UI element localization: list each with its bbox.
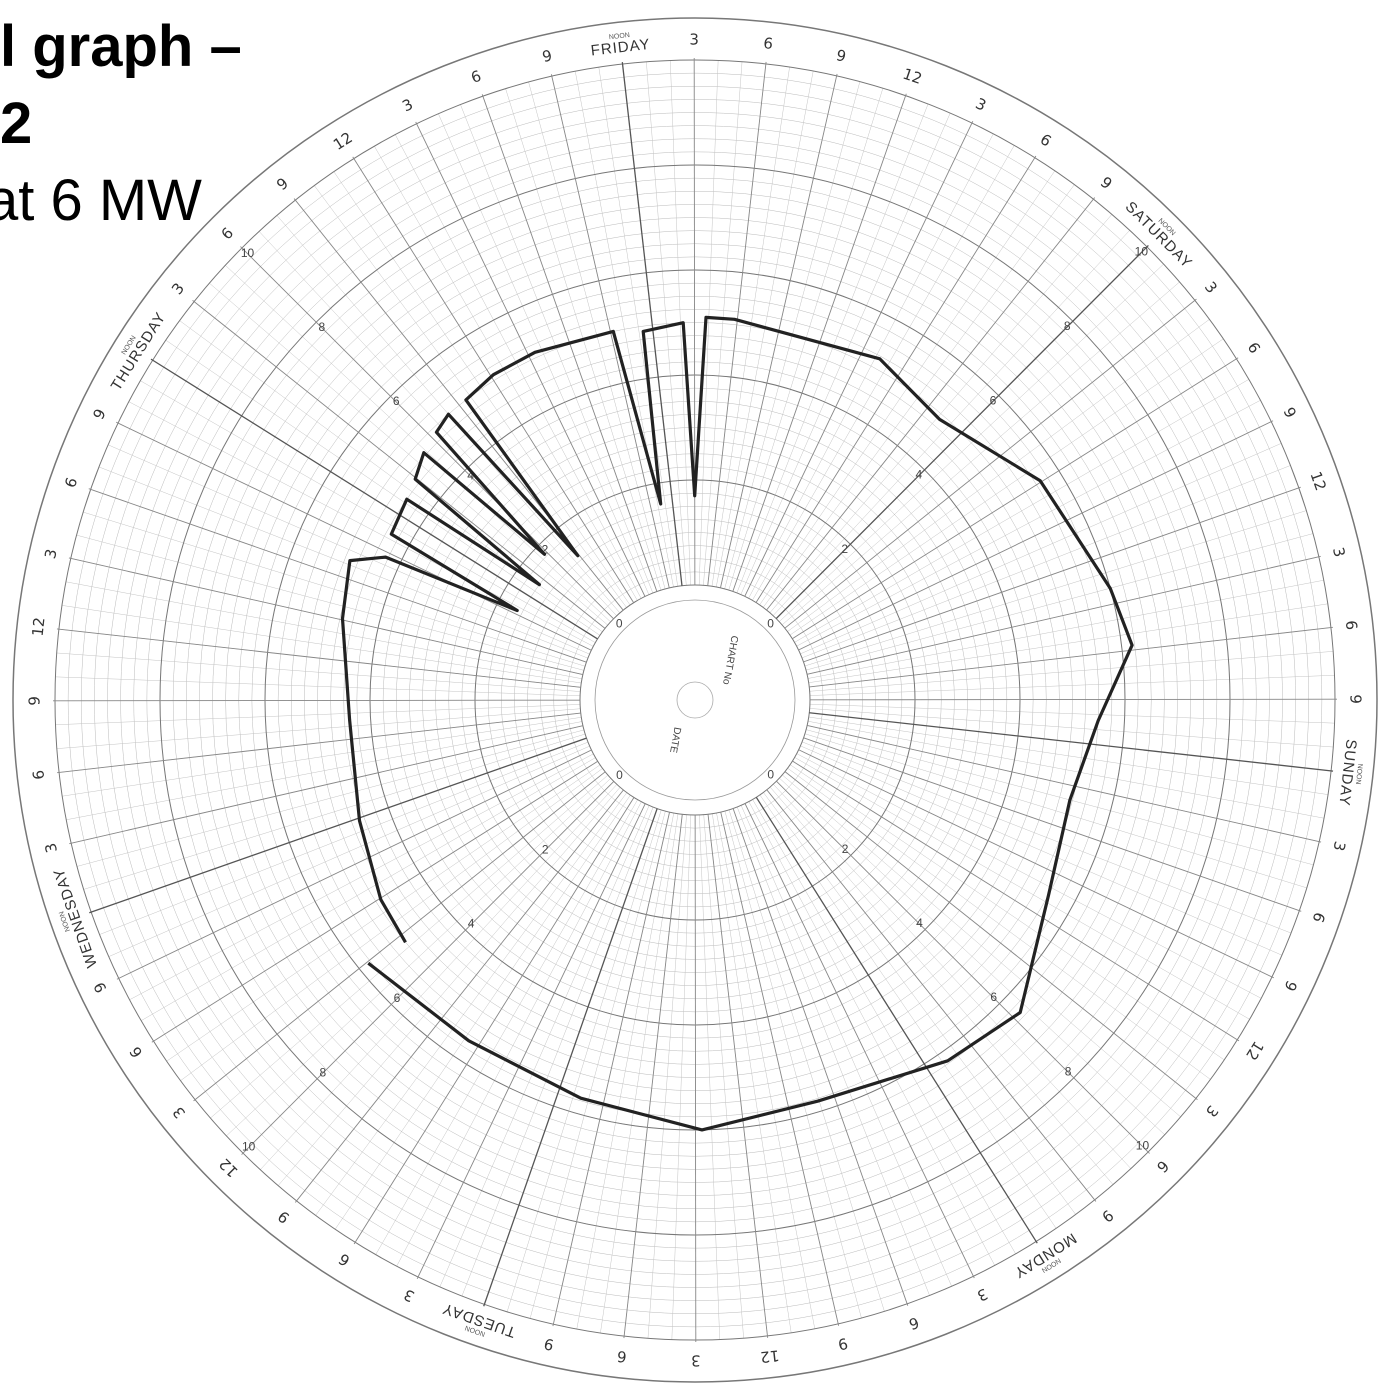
title-line: 2 [0, 91, 32, 156]
hub [595, 600, 795, 800]
y-tick-label: 6 [990, 990, 997, 1004]
y-tick-label: 0 [616, 617, 623, 631]
x-tick-label: 6 [616, 1347, 627, 1366]
y-tick-label: 4 [916, 916, 923, 930]
y-tick-label: 0 [767, 616, 774, 630]
y-tick-label: 4 [916, 468, 923, 482]
y-tick-label: 6 [990, 393, 997, 407]
y-tick-label: 10 [242, 1140, 256, 1154]
y-tick-label: 10 [1135, 245, 1149, 259]
y-tick-label: 0 [616, 768, 623, 782]
y-tick-label: 0 [767, 768, 774, 782]
title-line: l graph – [0, 14, 242, 79]
x-tick-label: 12 [759, 1346, 780, 1366]
y-tick-label: 10 [241, 246, 255, 260]
y-tick-label: 10 [1136, 1139, 1150, 1153]
x-tick-label: 3 [691, 1351, 701, 1369]
x-tick-label: 3 [689, 30, 699, 48]
subtitle: at 6 MW [0, 168, 202, 233]
y-tick-label: 4 [468, 917, 475, 931]
chart: 0000222244446666888810101010369123693691… [0, 0, 1393, 1397]
y-tick-label: 6 [393, 394, 400, 408]
y-tick-label: 2 [841, 542, 848, 556]
y-tick-label: 8 [1064, 319, 1071, 333]
y-tick-label: 2 [842, 842, 849, 856]
y-tick-label: 8 [319, 1065, 326, 1079]
x-tick-label: 6 [762, 34, 773, 53]
x-tick-label: 6 [29, 769, 48, 781]
x-tick-label: 12 [29, 616, 49, 637]
y-tick-label: 8 [1065, 1064, 1072, 1078]
x-tick-label: 6 [1342, 619, 1361, 631]
y-tick-label: 6 [394, 991, 401, 1005]
grid [13, 18, 1377, 1382]
x-tick-label: 9 [1346, 694, 1364, 704]
y-tick-label: 8 [319, 320, 326, 334]
x-tick-label: 9 [25, 696, 43, 706]
y-tick-label: 2 [542, 842, 549, 856]
page: {"chart_data": { "type": "polar-line", "… [0, 0, 1393, 1397]
